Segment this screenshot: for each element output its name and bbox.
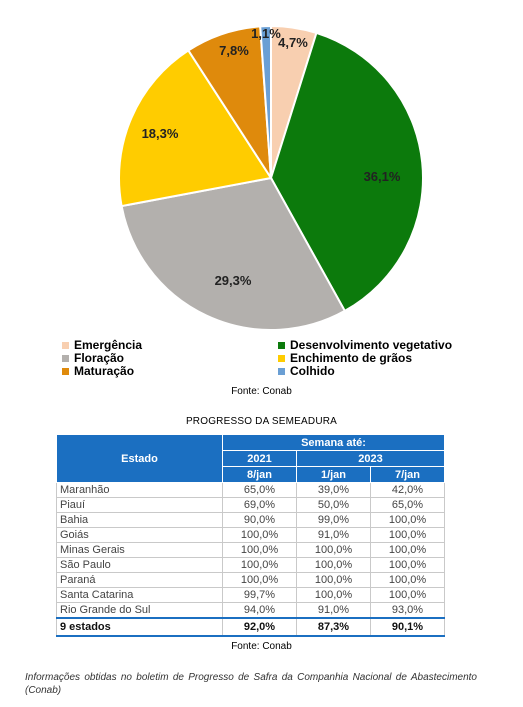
cell-value: 50,0%	[296, 497, 371, 513]
cell-value: 91,0%	[296, 527, 371, 543]
cell-estado: São Paulo	[56, 557, 223, 573]
cell-value: 100,0%	[296, 542, 371, 558]
cell-value: 91,0%	[296, 602, 371, 619]
cell-estado: Maranhão	[56, 482, 223, 498]
table-row: Goiás 100,0% 91,0% 100,0%	[56, 527, 445, 543]
slice-label-colhido: 1,1%	[251, 26, 281, 41]
cell-value: 100,0%	[370, 527, 445, 543]
cell-value: 90,0%	[222, 512, 297, 528]
legend-swatch	[278, 355, 285, 362]
legend-swatch	[62, 355, 69, 362]
cell-value: 94,0%	[222, 602, 297, 619]
legend-label: Maturação	[74, 364, 135, 378]
progress-table-wrap: Estado Semana até: 2021 2023 8/jan 1/jan…	[56, 434, 445, 637]
header-estado: Estado	[56, 434, 223, 483]
legend-label: Enchimento de grãos	[290, 351, 413, 365]
table-row: Bahia 90,0% 99,0% 100,0%	[56, 512, 445, 528]
header-col-2: 1/jan	[296, 466, 371, 483]
pie-chart-svg: 4,7% 36,1% 29,3% 18,3% 7,8%1,1%	[118, 24, 424, 331]
cell-value: 92,0%	[222, 617, 297, 637]
slice-label-matura-o: 7,8%	[219, 43, 249, 58]
header-year-2021: 2021	[222, 450, 297, 467]
table-row: Santa Catarina 99,7% 100,0% 100,0%	[56, 587, 445, 603]
legend-swatch	[278, 342, 285, 349]
cell-value: 90,1%	[370, 617, 445, 637]
table-title: PROGRESSO DA SEMEADURA	[185, 416, 338, 427]
header-year-2023: 2023	[296, 450, 445, 467]
legend-item: Floração	[62, 352, 124, 365]
legend-item: Enchimento de grãos	[278, 352, 412, 365]
cell-value: 100,0%	[296, 587, 371, 603]
table-row: Paraná 100,0% 100,0% 100,0%	[56, 572, 445, 588]
cell-estado: Bahia	[56, 512, 223, 528]
cell-estado: Rio Grande do Sul	[56, 602, 223, 619]
slice-label-emerg-ncia: 4,7%	[278, 35, 308, 50]
pie-slice-enchimento-de-gr-os	[118, 49, 273, 208]
table-row: Minas Gerais 100,0% 100,0% 100,0%	[56, 542, 445, 558]
cell-value: 87,3%	[296, 617, 371, 637]
cell-estado: Minas Gerais	[56, 542, 223, 558]
legend-swatch	[62, 342, 69, 349]
table-row: Piauí 69,0% 50,0% 65,0%	[56, 497, 445, 513]
cell-value: 100,0%	[222, 557, 297, 573]
cell-value: 100,0%	[370, 512, 445, 528]
cell-estado: Goiás	[56, 527, 223, 543]
cell-value: 93,0%	[370, 602, 445, 619]
cell-value: 100,0%	[222, 542, 297, 558]
cell-value: 100,0%	[370, 587, 445, 603]
legend-swatch	[278, 368, 285, 375]
cell-value: 100,0%	[370, 572, 445, 588]
footnote: Informações obtidas no boletim de Progre…	[25, 672, 477, 696]
progress-table: Estado Semana até: 2021 2023 8/jan 1/jan…	[56, 434, 445, 637]
table-row: Rio Grande do Sul 94,0% 91,0% 93,0%	[56, 602, 445, 619]
legend-label: Colhido	[290, 364, 335, 378]
cell-value: 100,0%	[222, 572, 297, 588]
cell-value: 100,0%	[296, 557, 371, 573]
header-semana: Semana até:	[222, 434, 445, 451]
table-total-row: 9 estados 92,0% 87,3% 90,1%	[56, 617, 445, 637]
cell-estado: Paraná	[56, 572, 223, 588]
cell-estado: Santa Catarina	[56, 587, 223, 603]
pie-slice-colhido	[259, 24, 272, 179]
legend-item: Emergência	[62, 339, 142, 352]
cell-value: 99,7%	[222, 587, 297, 603]
legend-swatch	[62, 368, 69, 375]
pie-chart: 4,7% 36,1% 29,3% 18,3% 7,8% 1,1%	[0, 0, 523, 340]
legend-label: Desenvolvimento vegetativo	[290, 338, 453, 352]
legend-item: Desenvolvimento vegetativo	[278, 339, 452, 352]
pie-slice-flora-o	[120, 176, 347, 331]
table-body: Maranhão 65,0% 39,0% 42,0% Piauí 69,0% 50,0% 65…	[56, 482, 445, 637]
slice-label-desenvolvimento-vegetativo: 36,1%	[364, 169, 401, 184]
cell-value: 65,0%	[370, 497, 445, 513]
cell-value: 100,0%	[370, 542, 445, 558]
cell-value: 69,0%	[222, 497, 297, 513]
cell-value: 65,0%	[222, 482, 297, 498]
cell-value: 42,0%	[370, 482, 445, 498]
slice-label-enchimento-de-gr-os: 18,3%	[142, 126, 179, 141]
table-source: Fonte: Conab	[231, 641, 292, 652]
table-row: São Paulo 100,0% 100,0% 100,0%	[56, 557, 445, 573]
pie-slice-desenvolvimento-vegetativo	[269, 31, 424, 313]
cell-value: 100,0%	[296, 572, 371, 588]
header-col-3: 7/jan	[370, 466, 445, 483]
table-row: Maranhão 65,0% 39,0% 42,0%	[56, 482, 445, 498]
cell-value: 100,0%	[222, 527, 297, 543]
slice-label-flora-o: 29,3%	[215, 273, 252, 288]
chart-source: Fonte: Conab	[231, 386, 292, 397]
legend-label: Emergência	[74, 338, 143, 352]
cell-value: 39,0%	[296, 482, 371, 498]
cell-value: 99,0%	[296, 512, 371, 528]
legend-label: Floração	[74, 351, 125, 365]
legend-item: Maturação	[62, 365, 134, 378]
legend-item: Colhido	[278, 365, 335, 378]
cell-value: 100,0%	[370, 557, 445, 573]
header-col-1: 8/jan	[222, 466, 297, 483]
cell-estado: 9 estados	[56, 617, 223, 637]
cell-estado: Piauí	[56, 497, 223, 513]
